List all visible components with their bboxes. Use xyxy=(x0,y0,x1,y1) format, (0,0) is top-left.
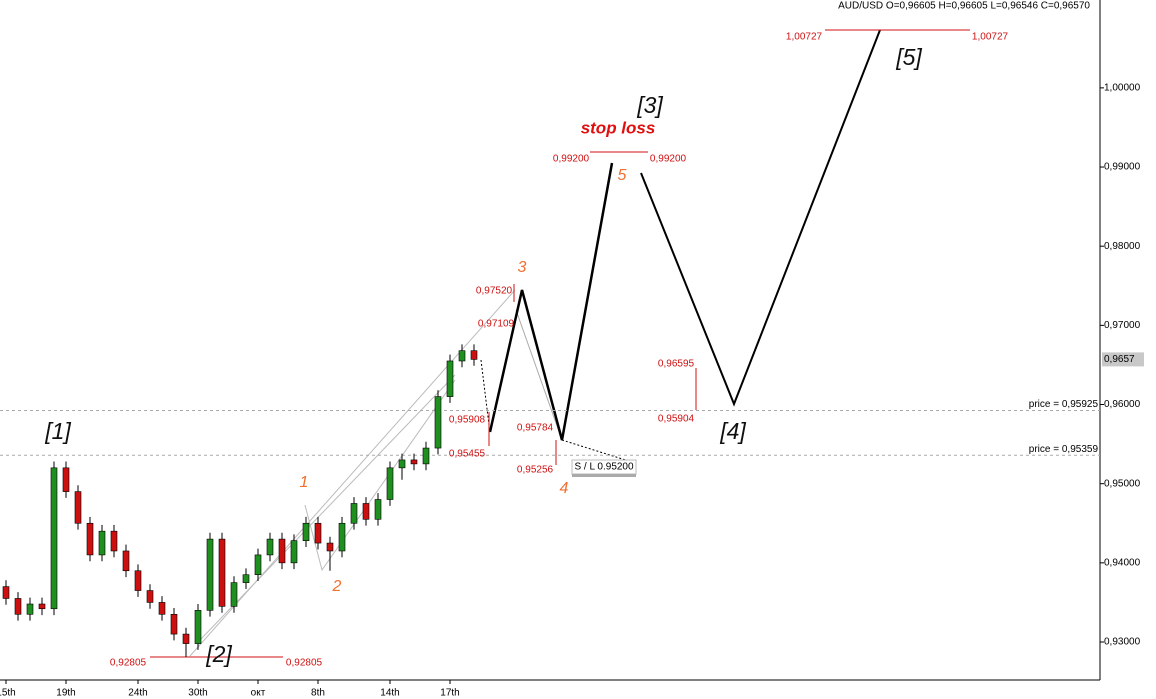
candle-body xyxy=(254,554,262,576)
annotation: [2] xyxy=(205,641,232,667)
candle-body xyxy=(470,350,478,360)
annotation: 0,92805 xyxy=(286,658,323,669)
candle-body xyxy=(422,447,430,465)
candle-body xyxy=(242,574,250,583)
y-tick-label: 0,98000 xyxy=(1104,241,1141,252)
y-tick-label: 0,95000 xyxy=(1104,478,1141,489)
y-tick-label: 1,00000 xyxy=(1104,83,1141,94)
x-tick-label: 19th xyxy=(56,688,75,699)
annotation: 0,95904 xyxy=(658,414,695,425)
candle-body xyxy=(98,530,106,556)
candle-body xyxy=(410,459,418,465)
x-tick-label: окт xyxy=(251,688,266,699)
candle-body xyxy=(182,633,190,644)
annotation: 0,96595 xyxy=(658,359,695,370)
candle-body xyxy=(38,603,46,610)
x-tick-label: 24th xyxy=(128,688,147,699)
candle-body xyxy=(146,590,154,603)
annotation: 0,95455 xyxy=(449,449,486,460)
candle-body xyxy=(314,522,322,544)
x-tick-label: 17th xyxy=(440,688,459,699)
candle-body xyxy=(326,542,334,552)
x-tick-label: 15th xyxy=(0,688,16,699)
candle-body xyxy=(206,538,214,611)
candle-body xyxy=(2,586,10,599)
candle-body xyxy=(62,467,70,492)
y-tick-label: 0,94000 xyxy=(1104,557,1141,568)
y-tick-label: 0,97000 xyxy=(1104,320,1141,331)
candle-body xyxy=(374,499,382,520)
x-tick-label: 30th xyxy=(188,688,207,699)
candle-body xyxy=(230,582,238,607)
annotation: 0,92805 xyxy=(110,658,147,669)
y-tick-label: 0,93000 xyxy=(1104,637,1141,648)
candle-body xyxy=(158,602,166,615)
candle-body xyxy=(362,503,370,520)
candle-body xyxy=(290,540,298,564)
last-price-tag xyxy=(1102,352,1144,367)
annotation: 0,95908 xyxy=(449,415,486,426)
price-line-label: price = 0,95925 xyxy=(1029,399,1099,410)
candle-body xyxy=(350,503,358,524)
annotation: 1 xyxy=(300,474,309,491)
annotation: 0,97520 xyxy=(476,286,513,297)
candle-body xyxy=(266,538,274,556)
chart-title: AUD/USD O=0,96605 H=0,96605 L=0,96546 C=… xyxy=(838,1,1090,12)
drawings xyxy=(150,29,970,658)
candle-body xyxy=(26,603,34,615)
candle-body xyxy=(110,530,118,552)
annotation: 1,00727 xyxy=(972,32,1009,43)
annotation: 0,95784 xyxy=(517,423,554,434)
y-tick-label: 0,99000 xyxy=(1104,162,1141,173)
candle-body xyxy=(194,610,202,644)
candle-body xyxy=(50,467,58,610)
annotation: 0,99200 xyxy=(650,154,687,165)
candle-body xyxy=(458,350,466,362)
annotation: [5] xyxy=(895,44,922,70)
candle-body xyxy=(134,570,142,591)
annotation: 2 xyxy=(332,578,342,595)
candle-body xyxy=(278,538,286,564)
candle-body xyxy=(302,522,310,541)
annotation: 5 xyxy=(618,167,627,184)
annotation: [4] xyxy=(719,418,746,444)
candle-body xyxy=(218,538,226,607)
annotation: S / L 0.95200 xyxy=(574,462,634,473)
candle-body xyxy=(386,467,394,500)
price-line-label: price = 0,95359 xyxy=(1029,444,1099,455)
candle-body xyxy=(14,598,22,615)
x-tick-label: 14th xyxy=(380,688,399,699)
annotation: stop loss xyxy=(581,118,656,137)
annotation: 0,97109 xyxy=(478,319,515,330)
annotation: 0,99200 xyxy=(553,154,590,165)
annotation: [3] xyxy=(636,92,663,118)
annotation: [1] xyxy=(44,418,71,444)
candle-body xyxy=(122,550,130,572)
candle-body xyxy=(74,491,82,524)
annotation: 4 xyxy=(560,480,569,497)
annotation: 0,95256 xyxy=(517,465,554,476)
candle-body xyxy=(170,613,178,635)
annotation: 3 xyxy=(518,259,527,276)
last-price-label: 0,9657 xyxy=(1104,354,1135,365)
y-tick-label: 0,96000 xyxy=(1104,399,1141,410)
candle-body xyxy=(446,360,454,397)
annotation: 1,00727 xyxy=(786,32,823,43)
candle-body xyxy=(86,522,94,556)
candle-body xyxy=(398,459,406,469)
candle-body xyxy=(434,396,442,449)
x-tick-label: 8th xyxy=(311,688,325,699)
candle-body xyxy=(338,522,346,552)
